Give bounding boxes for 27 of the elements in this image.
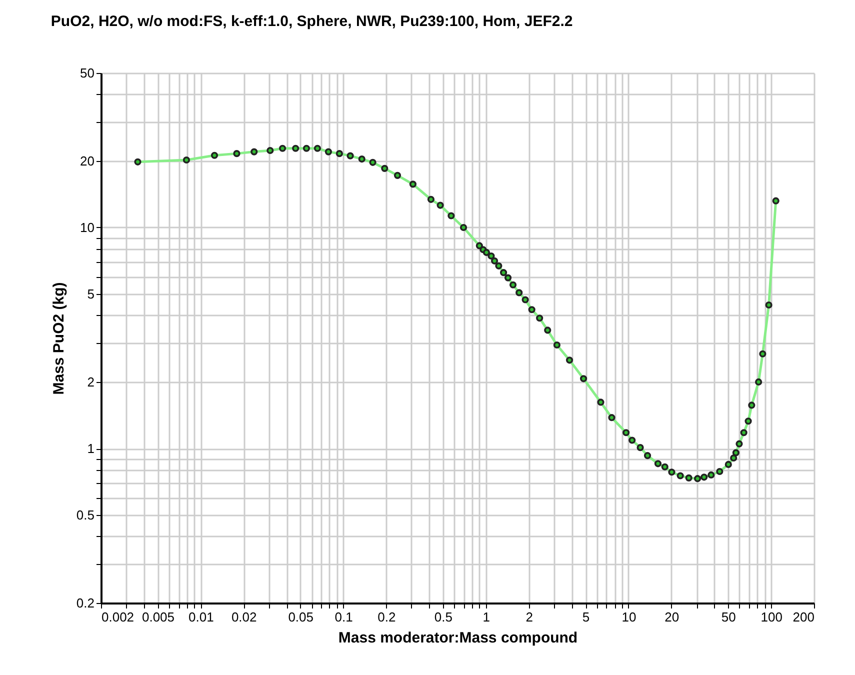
x-tick-label: 0.01 xyxy=(188,610,214,624)
y-tick-label: 0.2 xyxy=(76,596,94,610)
x-tick-label: 0.1 xyxy=(334,610,353,624)
chart-title: PuO2, H2O, w/o mod:FS, k-eff:1.0, Sphere, NWR, Pu239:100, Hom, JEF2.2 xyxy=(50,13,573,30)
x-axis-title: Mass moderator:Mass compound xyxy=(338,630,578,646)
x-tick-label: 0.5 xyxy=(434,610,452,624)
y-tick-label: 2 xyxy=(87,374,94,390)
x-tick-label: 0.2 xyxy=(378,610,396,624)
x-tick-label: 2 xyxy=(526,610,533,624)
x-tick-label: 200 xyxy=(792,610,814,624)
y-tick-label: 50 xyxy=(80,66,94,80)
y-tick-label: 1 xyxy=(87,441,94,456)
x-tick-label: 1 xyxy=(482,610,490,624)
x-tick-label: 10 xyxy=(622,610,636,624)
y-axis-title: Mass PuO2 (kg) xyxy=(50,282,68,395)
x-tick-label: 50 xyxy=(721,610,736,624)
y-tick-label: 5 xyxy=(87,286,94,302)
x-tick-label: 0.02 xyxy=(231,610,257,624)
y-tick-label: 20 xyxy=(80,153,94,168)
y-tick-label: 0.5 xyxy=(76,508,94,523)
x-tick-label: 0.002 xyxy=(102,610,134,624)
x-tick-label: 5 xyxy=(582,610,590,624)
x-tick-label: 0.05 xyxy=(288,610,314,624)
x-tick-label: 100 xyxy=(760,610,782,624)
y-tick-label: 10 xyxy=(80,220,94,235)
x-tick-label: 0.005 xyxy=(142,610,175,624)
x-tick-label: 20 xyxy=(664,610,680,624)
